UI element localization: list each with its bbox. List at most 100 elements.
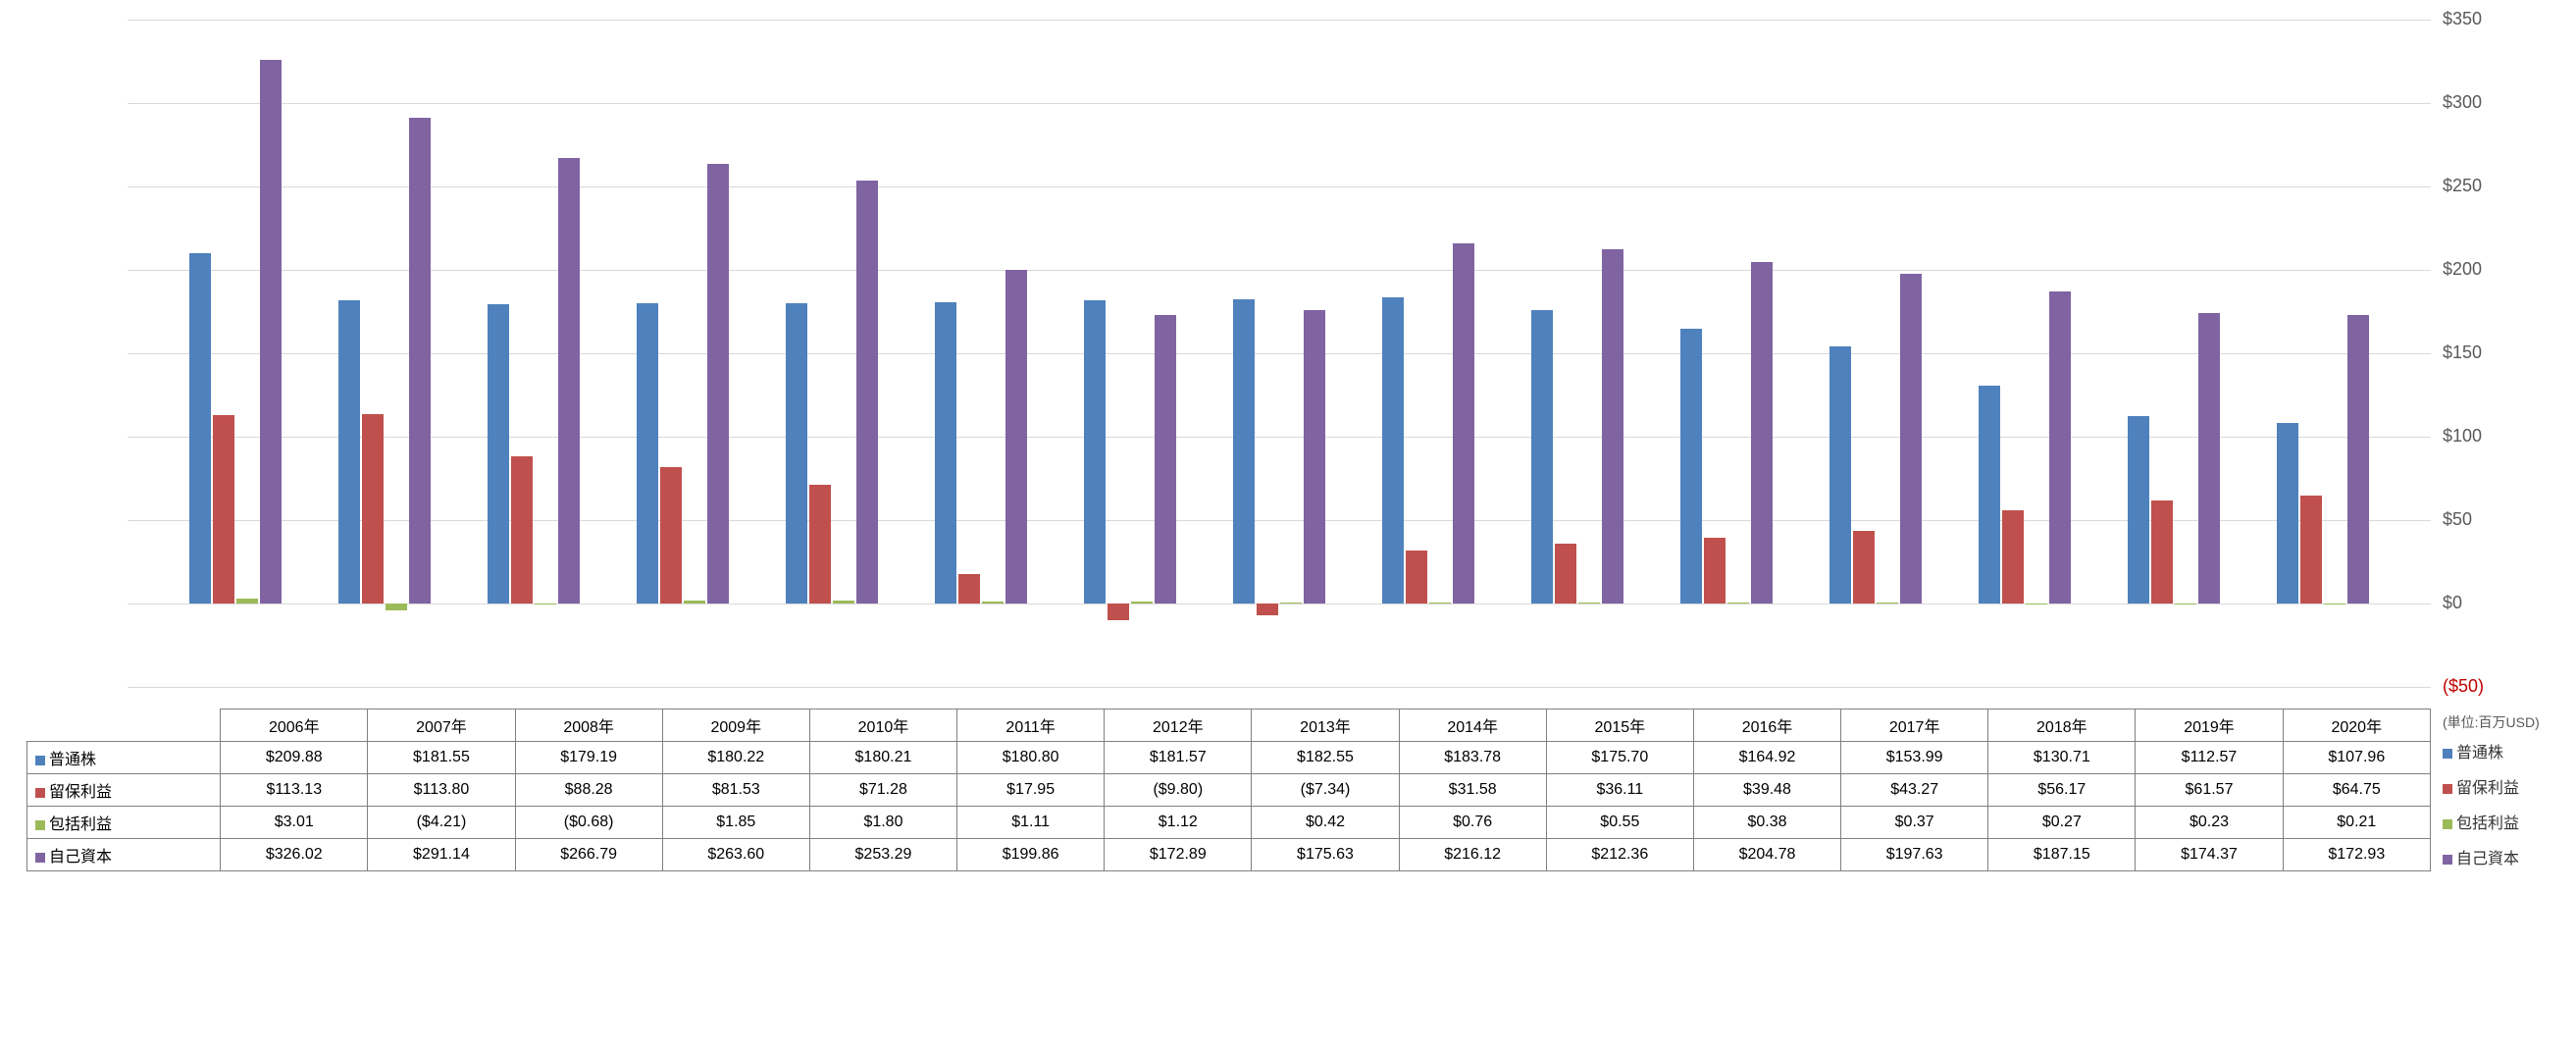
table-col-header: 2016年 xyxy=(1693,709,1840,742)
table-col-header: 2008年 xyxy=(515,709,662,742)
series-name: 包括利益 xyxy=(49,816,112,833)
gridline xyxy=(128,520,2431,521)
bar xyxy=(809,485,831,604)
table-cell: $181.55 xyxy=(368,742,515,774)
table-col-header: 2019年 xyxy=(2136,709,2283,742)
gridline xyxy=(128,103,2431,104)
bar xyxy=(1979,386,2000,604)
table-cell: $130.71 xyxy=(1988,742,2136,774)
table-cell: $175.70 xyxy=(1546,742,1693,774)
bar xyxy=(213,415,234,604)
table-cell: $64.75 xyxy=(2283,774,2430,807)
legend-marker xyxy=(2443,819,2452,829)
table-cell: $43.27 xyxy=(1841,774,1988,807)
bar xyxy=(707,164,729,604)
bar xyxy=(1829,346,1851,604)
table-cell: $81.53 xyxy=(662,774,809,807)
legend-item: 留保利益 xyxy=(2443,774,2519,798)
bar xyxy=(260,60,282,604)
bar xyxy=(833,601,854,604)
table-cell: ($0.68) xyxy=(515,807,662,839)
table-col-header: 2020年 xyxy=(2283,709,2430,742)
gridline xyxy=(128,270,2431,271)
table-row-header: 留保利益 xyxy=(27,774,221,807)
legend-marker xyxy=(2443,855,2452,865)
table-cell: $0.23 xyxy=(2136,807,2283,839)
table-row-header: 普通株 xyxy=(27,742,221,774)
bar xyxy=(409,118,431,604)
table-cell: $179.19 xyxy=(515,742,662,774)
legend-marker xyxy=(35,853,45,863)
table-cell: $172.93 xyxy=(2283,839,2430,871)
bar xyxy=(935,302,956,604)
table-cell: $180.22 xyxy=(662,742,809,774)
table-row-header: 包括利益 xyxy=(27,807,221,839)
table-cell: $17.95 xyxy=(957,774,1105,807)
bar xyxy=(386,604,407,610)
bar xyxy=(1751,262,1773,604)
bar xyxy=(1108,604,1129,620)
table-col-header: 2017年 xyxy=(1841,709,1988,742)
table-corner xyxy=(27,709,221,742)
bar xyxy=(1084,300,1106,604)
table-cell: $180.21 xyxy=(809,742,956,774)
gridline xyxy=(128,353,2431,354)
table-cell: $61.57 xyxy=(2136,774,2283,807)
table-cell: $36.11 xyxy=(1546,774,1693,807)
legend-item: 自己資本 xyxy=(2443,845,2519,868)
legend-marker xyxy=(2443,749,2452,759)
table-cell: $1.12 xyxy=(1105,807,1252,839)
table-cell: $180.80 xyxy=(957,742,1105,774)
bar xyxy=(1555,544,1576,604)
table-cell: $291.14 xyxy=(368,839,515,871)
table-cell: $183.78 xyxy=(1399,742,1546,774)
bar xyxy=(1233,299,1255,604)
legend-label: 普通株 xyxy=(2456,745,2503,762)
legend-marker xyxy=(35,820,45,830)
bar xyxy=(1257,604,1278,615)
table-cell: $209.88 xyxy=(221,742,368,774)
table-cell: $113.80 xyxy=(368,774,515,807)
bar xyxy=(1531,310,1553,604)
table-cell: $199.86 xyxy=(957,839,1105,871)
bar xyxy=(488,304,509,604)
bar xyxy=(1429,603,1451,604)
table-cell: $216.12 xyxy=(1399,839,1546,871)
bar xyxy=(1578,603,1600,604)
data-table: 2006年2007年2008年2009年2010年2011年2012年2013年… xyxy=(26,709,2431,871)
bar xyxy=(1727,603,1749,604)
legend-label: 自己資本 xyxy=(2456,851,2519,867)
unit-label: (単位:百万USD) xyxy=(2443,712,2540,732)
table-cell: ($7.34) xyxy=(1252,774,1399,807)
table-cell: $266.79 xyxy=(515,839,662,871)
table-cell: $113.13 xyxy=(221,774,368,807)
table-cell: $253.29 xyxy=(809,839,956,871)
series-name: 留保利益 xyxy=(49,784,112,801)
table-cell: $56.17 xyxy=(1988,774,2136,807)
legend-marker xyxy=(35,756,45,765)
y-tick-label: $250 xyxy=(2443,176,2521,196)
legend-label: 包括利益 xyxy=(2456,815,2519,832)
table-cell: $0.42 xyxy=(1252,807,1399,839)
y-tick-label: $350 xyxy=(2443,9,2521,29)
gridline xyxy=(128,437,2431,438)
table-cell: $0.27 xyxy=(1988,807,2136,839)
table-cell: $174.37 xyxy=(2136,839,2283,871)
bar xyxy=(1704,538,1726,604)
table-cell: $0.38 xyxy=(1693,807,1840,839)
table-col-header: 2010年 xyxy=(809,709,956,742)
table-cell: $197.63 xyxy=(1841,839,1988,871)
bar xyxy=(684,601,705,604)
table-cell: $1.11 xyxy=(957,807,1105,839)
table-row-header: 自己資本 xyxy=(27,839,221,871)
y-tick-label: $50 xyxy=(2443,509,2521,530)
table-cell: $212.36 xyxy=(1546,839,1693,871)
series-name: 普通株 xyxy=(49,752,96,768)
table-cell: $153.99 xyxy=(1841,742,1988,774)
table-cell: $204.78 xyxy=(1693,839,1840,871)
gridline xyxy=(128,186,2431,187)
table-cell: ($9.80) xyxy=(1105,774,1252,807)
table-cell: $0.21 xyxy=(2283,807,2430,839)
bar xyxy=(1877,603,1898,604)
bar xyxy=(786,303,807,604)
